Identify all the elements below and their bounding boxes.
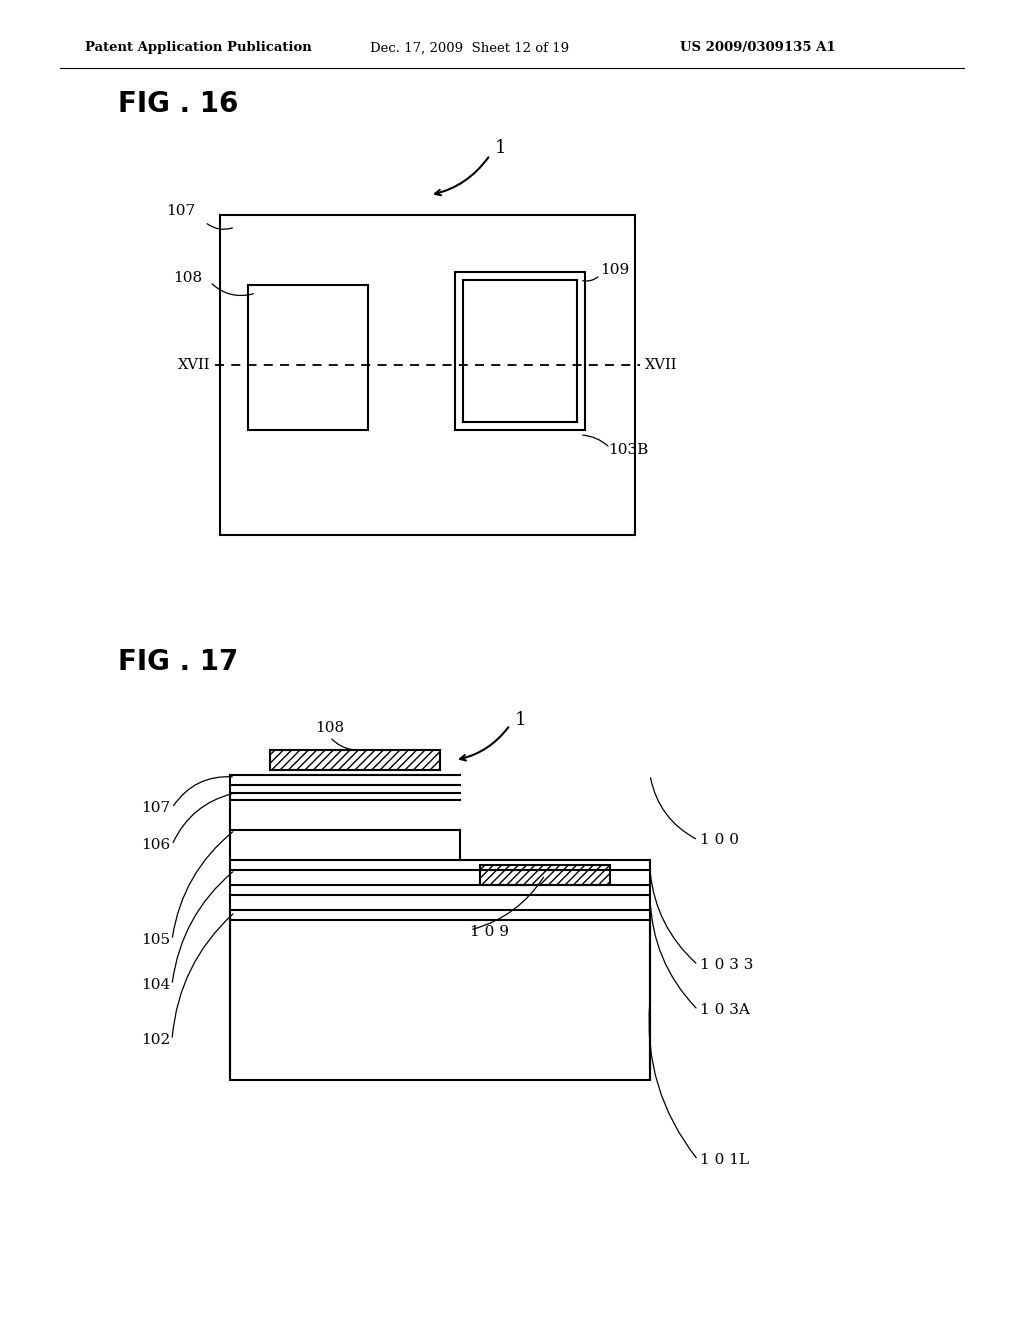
Bar	[463, 280, 577, 422]
Bar	[455, 272, 585, 430]
Text: 1 0 9: 1 0 9	[470, 925, 509, 939]
Text: XVII: XVII	[645, 358, 678, 372]
Text: Patent Application Publication: Patent Application Publication	[85, 41, 311, 54]
Text: 108: 108	[173, 271, 202, 285]
Text: 1 0 0: 1 0 0	[700, 833, 739, 847]
Bar	[248, 285, 368, 430]
Text: 1: 1	[495, 139, 507, 157]
Text: 109: 109	[600, 263, 630, 277]
Bar	[480, 865, 610, 884]
Text: 107: 107	[141, 801, 170, 814]
Bar	[220, 215, 635, 535]
Text: 103B: 103B	[608, 444, 648, 457]
Text: 102: 102	[140, 1034, 170, 1047]
Bar	[230, 920, 650, 1080]
Text: 106: 106	[140, 838, 170, 851]
Text: 1 0 1L: 1 0 1L	[700, 1152, 750, 1167]
Text: 1 0 3A: 1 0 3A	[700, 1003, 750, 1016]
Text: FIG . 16: FIG . 16	[118, 90, 239, 117]
Text: US 2009/0309135 A1: US 2009/0309135 A1	[680, 41, 836, 54]
Text: 104: 104	[140, 978, 170, 993]
Text: 105: 105	[141, 933, 170, 946]
Text: XVII: XVII	[177, 358, 210, 372]
Bar	[270, 750, 440, 770]
Text: 107: 107	[166, 205, 195, 218]
Text: 108: 108	[315, 721, 344, 735]
Text: 1 0 3 3: 1 0 3 3	[700, 958, 754, 972]
Text: Dec. 17, 2009  Sheet 12 of 19: Dec. 17, 2009 Sheet 12 of 19	[370, 41, 569, 54]
Text: 1: 1	[515, 711, 526, 729]
Text: FIG . 17: FIG . 17	[118, 648, 239, 676]
